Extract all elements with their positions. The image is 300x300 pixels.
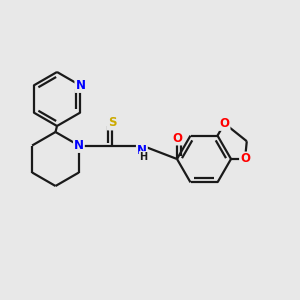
Text: O: O	[172, 131, 182, 145]
Text: O: O	[220, 117, 230, 130]
Text: N: N	[75, 79, 85, 92]
Text: O: O	[240, 152, 250, 166]
Text: N: N	[74, 139, 84, 152]
Text: H: H	[140, 152, 148, 162]
Text: S: S	[108, 116, 116, 130]
Text: N: N	[137, 144, 147, 158]
